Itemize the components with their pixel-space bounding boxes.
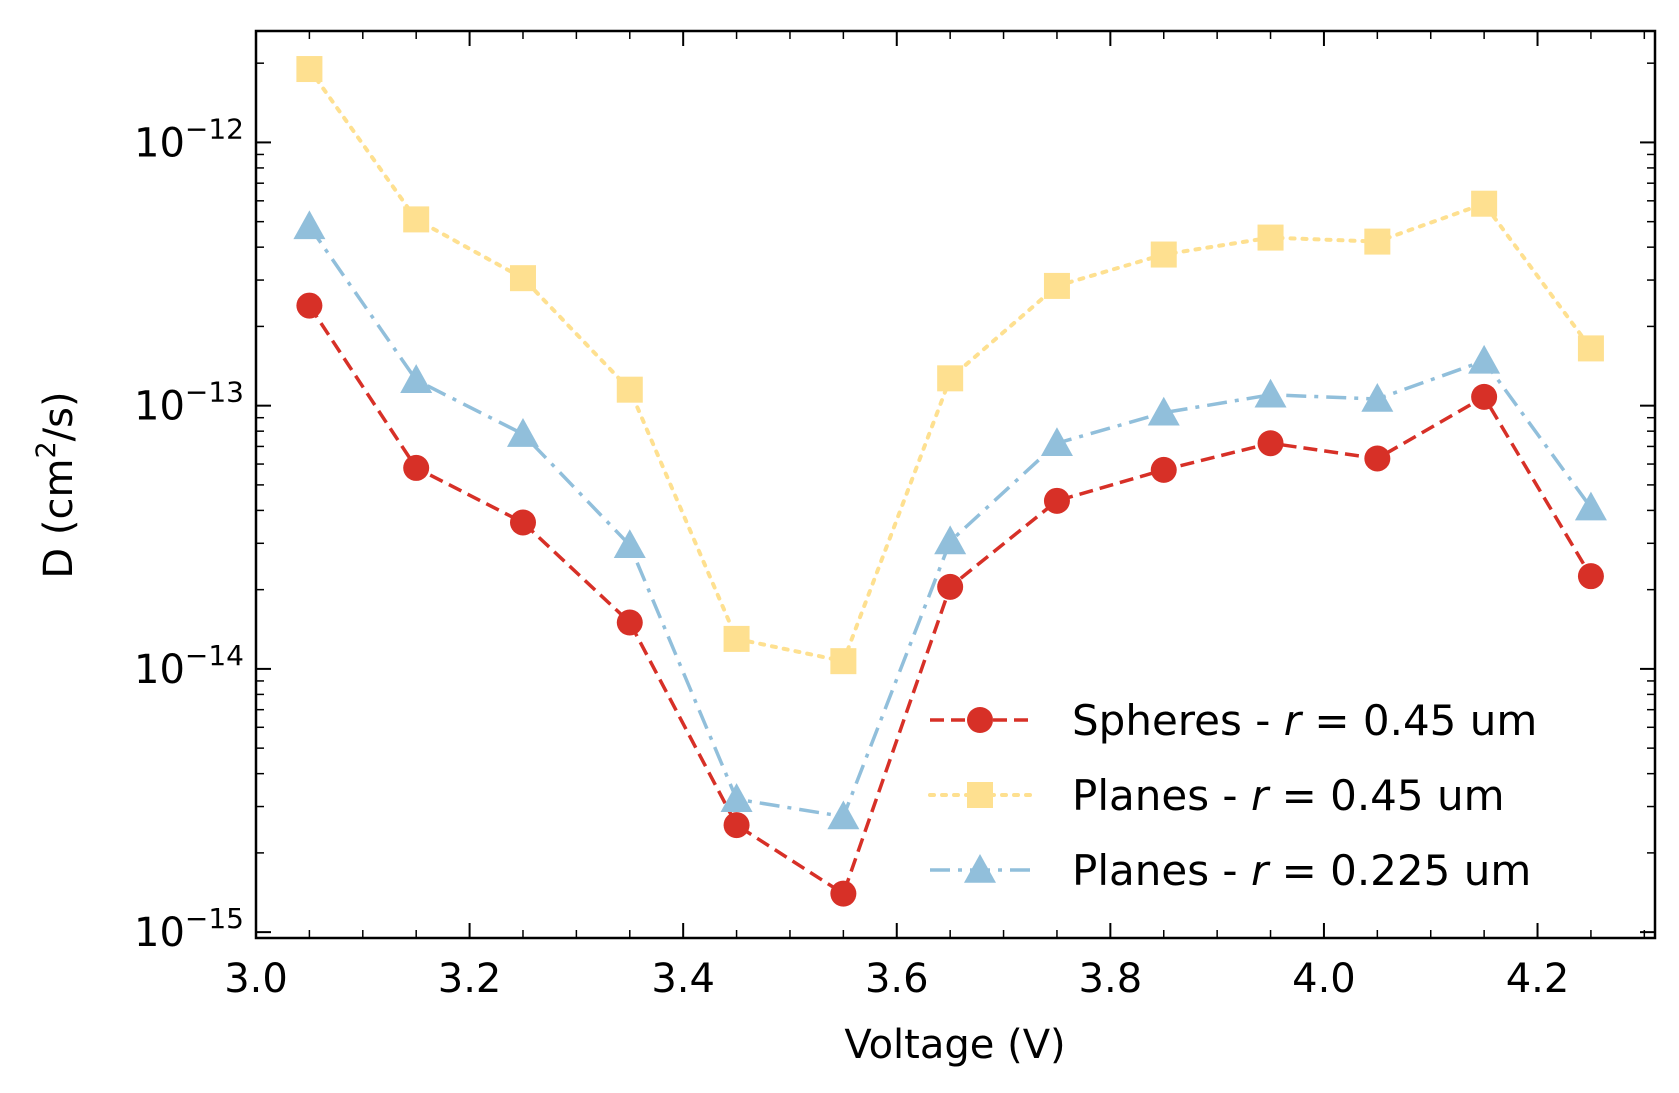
series-1-point (723, 812, 750, 839)
series-layer (293, 56, 1607, 907)
series-3 (293, 210, 1607, 830)
series-3-point (400, 364, 433, 393)
legend-label: Spheres - r = 0.45 um (1072, 696, 1537, 745)
y-tick-label: 10−12 (134, 112, 244, 166)
legend-label: Planes - r = 0.225 um (1072, 846, 1531, 895)
y-tick-label-base: 10 (134, 120, 185, 166)
legend-label-suffix: = 0.225 um (1268, 846, 1531, 895)
y-tick-label-base: 10 (134, 910, 185, 956)
series-3-point (1574, 491, 1607, 521)
x-tick-label: 3.6 (865, 956, 929, 1002)
legend-marker (967, 782, 993, 808)
series-1-point (1364, 445, 1391, 472)
series-1-point (403, 454, 430, 481)
legend-marker (964, 854, 996, 883)
series-3-point (1040, 427, 1073, 457)
x-axis-label: Voltage (V) (844, 1022, 1065, 1068)
legend-label-variable: r (1251, 771, 1271, 820)
series-1-point (1043, 487, 1070, 514)
series-1-point (296, 292, 323, 319)
series-2-point (296, 56, 323, 83)
labels-layer: 3.0 3.2 3.4 3.6 3.8 4.0 4.210−1210−1310−1410−1… (134, 112, 1569, 1002)
series-2-point (1471, 190, 1498, 217)
y-tick-label-base: 10 (134, 647, 185, 693)
legend-item: Spheres - r = 0.45 um (930, 696, 1537, 745)
y-axis-label-base: D (cm (36, 459, 82, 579)
plot-frame (254, 29, 1657, 940)
series-1-point (830, 880, 857, 907)
x-tick-label: 3.8 (1079, 956, 1143, 1002)
series-2-point (1577, 335, 1604, 362)
legend-label-prefix: Spheres - (1072, 696, 1284, 745)
series-3-point (613, 529, 646, 559)
legend-label-variable: r (1284, 696, 1304, 745)
y-tick-label: 10−15 (134, 902, 244, 956)
legend-label-suffix: = 0.45 um (1268, 771, 1504, 820)
series-2-line (307, 67, 1593, 664)
series-2-point (403, 206, 430, 233)
series-3-point (720, 783, 753, 812)
series-1-point (937, 573, 964, 600)
y-tick-label-exponent: −12 (185, 112, 244, 145)
series-1-point (1257, 430, 1284, 457)
y-tick-label-exponent: −14 (185, 639, 244, 672)
y-tick-label-base: 10 (134, 384, 185, 430)
series-3-point (1147, 396, 1180, 426)
x-tick-label: 4.2 (1506, 956, 1570, 1002)
series-2-point (616, 376, 643, 403)
x-tick-label: 4.0 (1292, 956, 1356, 1002)
y-axis-label-tail: /s) (36, 391, 82, 441)
series-3-point (293, 210, 326, 240)
legend-item: Planes - r = 0.225 um (930, 846, 1531, 895)
legend-label-prefix: Planes - (1072, 771, 1251, 820)
series-3-point (1254, 378, 1287, 408)
series-2-point (1150, 241, 1177, 268)
series-1-point (509, 509, 536, 536)
series-3-point (506, 418, 539, 447)
x-tick-label: 3.2 (438, 956, 502, 1002)
series-3-point (1468, 344, 1501, 374)
legend-item: Planes - r = 0.45 um (928, 771, 1505, 820)
series-1-point (616, 609, 643, 636)
legend-label-suffix: = 0.45 um (1301, 696, 1537, 745)
legend-label-prefix: Planes - (1072, 846, 1251, 895)
series-3-point (827, 800, 860, 830)
series-2-point (1043, 272, 1070, 299)
legend-marker (967, 707, 993, 733)
series-2-point (723, 625, 750, 652)
series-1-point (1577, 563, 1604, 590)
series-1 (296, 292, 1604, 907)
x-tick-label: 3.0 (224, 956, 288, 1002)
series-2-point (830, 648, 857, 675)
series-3-point (1361, 382, 1394, 412)
series-2-point (1257, 224, 1284, 251)
y-tick-label: 10−14 (134, 639, 244, 693)
y-tick-label: 10−13 (134, 376, 244, 430)
y-axis-label: D (cm2/s) (31, 391, 82, 578)
x-tick-label: 3.4 (651, 956, 715, 1002)
y-tick-label-exponent: −13 (185, 376, 244, 409)
y-axis-label-superscript: 2 (31, 441, 62, 458)
ticks-layer (255, 31, 1655, 938)
series-3-point (934, 525, 967, 555)
series-2 (296, 56, 1604, 675)
series-2-point (1364, 228, 1391, 255)
y-tick-label-exponent: −15 (185, 902, 244, 935)
legend-label: Planes - r = 0.45 um (1072, 771, 1505, 820)
series-1-point (1150, 456, 1177, 483)
series-1-point (1471, 383, 1498, 410)
legend-label-variable: r (1251, 846, 1271, 895)
series-2-point (937, 365, 964, 392)
series-2-point (509, 265, 536, 292)
